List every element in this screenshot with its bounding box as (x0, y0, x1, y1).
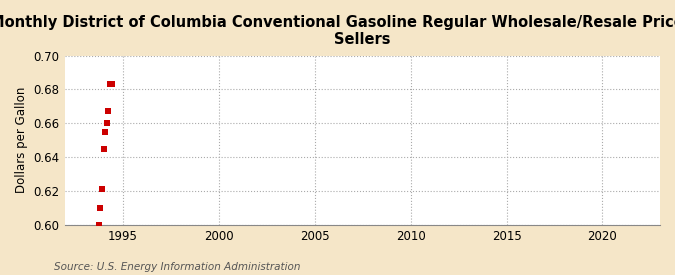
Point (101, 121, 112, 125)
Point (93, 223, 104, 227)
Point (106, 82, 117, 87)
Y-axis label: Dollars per Gallon: Dollars per Gallon (15, 87, 28, 193)
Text: Source: U.S. Energy Information Administration: Source: U.S. Energy Information Administ… (54, 262, 300, 272)
Point (103, 109, 114, 114)
Title: Monthly District of Columbia Conventional Gasoline Regular Wholesale/Resale Pric: Monthly District of Columbia Conventiona… (0, 15, 675, 47)
Point (95, 206, 106, 210)
Point (105, 82, 115, 87)
Point (98, 147, 109, 151)
Point (97, 187, 107, 192)
Point (100, 130, 111, 134)
